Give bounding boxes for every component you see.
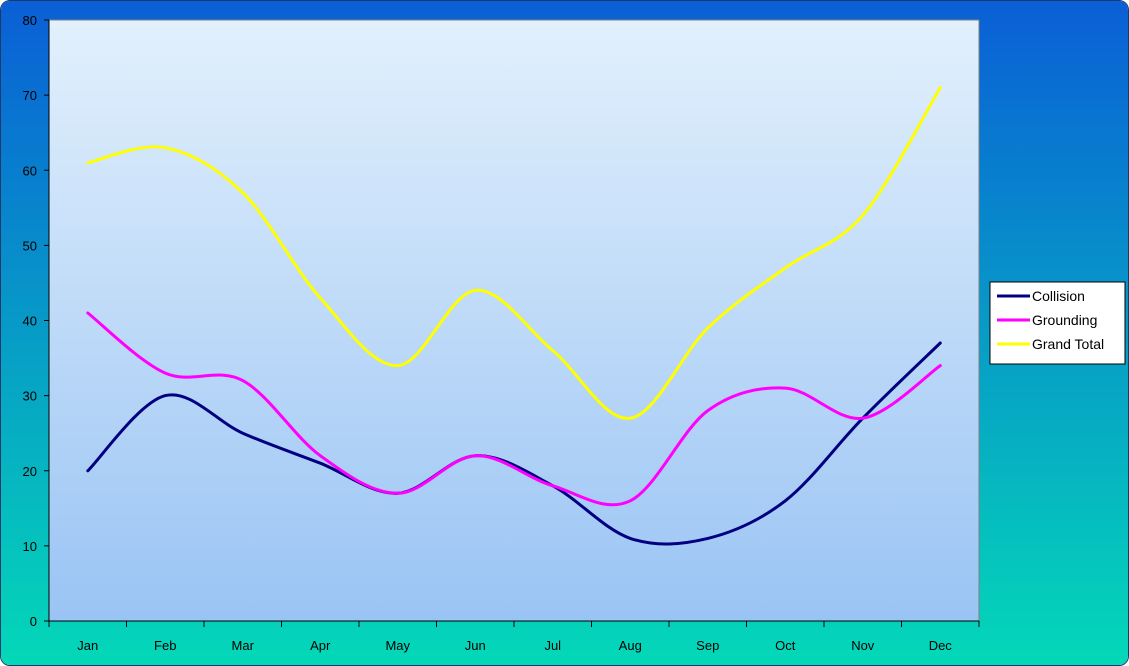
x-tick-label: Aug xyxy=(619,638,642,653)
y-tick-label: 70 xyxy=(23,88,37,103)
x-tick-label: May xyxy=(385,638,410,653)
legend-label-grand-total: Grand Total xyxy=(1032,336,1104,352)
y-tick-label: 50 xyxy=(23,238,37,253)
axes: 0 10 20 30 40 50 60 70 80 Jan Feb Mar Apr May Jun Jul Au… xyxy=(23,13,980,653)
y-tick-label: 30 xyxy=(23,389,37,404)
plot-area xyxy=(48,19,980,622)
legend-label-collision: Collision xyxy=(1032,288,1085,304)
series-line-grand-total xyxy=(86,86,942,420)
series-line-collision xyxy=(86,341,942,546)
legend: Collision Grounding Grand Total xyxy=(989,281,1126,365)
x-tick-label: Jan xyxy=(77,638,98,653)
y-tick-label: 60 xyxy=(23,163,37,178)
x-tick-label: Jul xyxy=(544,638,561,653)
series-line-grounding xyxy=(86,311,942,507)
y-tick-label: 40 xyxy=(23,314,37,329)
x-tick-label: Feb xyxy=(154,638,176,653)
y-tick-label: 10 xyxy=(23,539,37,554)
y-tick-label: 20 xyxy=(23,464,37,479)
y-tick-label: 80 xyxy=(23,13,37,28)
x-tick-label: Oct xyxy=(775,638,796,653)
y-tick-label: 0 xyxy=(30,614,37,629)
x-tick-label: Jun xyxy=(465,638,486,653)
x-tick-label: Apr xyxy=(310,638,331,653)
x-tick-label: Sep xyxy=(696,638,719,653)
x-tick-label: Mar xyxy=(232,638,255,653)
x-tick-label: Dec xyxy=(929,638,953,653)
series-lines xyxy=(86,86,942,546)
x-tick-label: Nov xyxy=(851,638,875,653)
legend-label-grounding: Grounding xyxy=(1032,312,1097,328)
